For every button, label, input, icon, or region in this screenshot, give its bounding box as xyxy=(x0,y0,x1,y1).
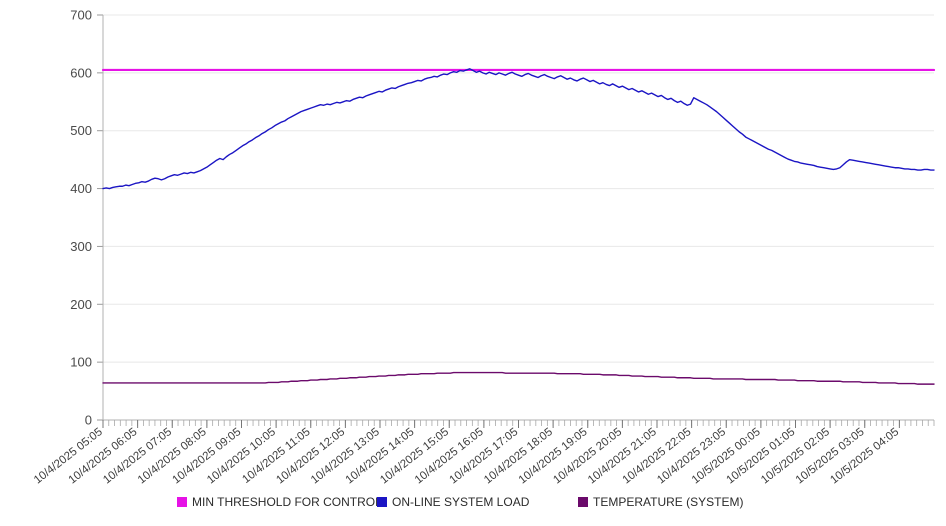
y-tick-label: 100 xyxy=(70,355,92,370)
data-series-layer xyxy=(101,68,936,385)
y-tick-label: 600 xyxy=(70,65,92,80)
y-tick-label: 500 xyxy=(70,123,92,138)
y-tick-label: 300 xyxy=(70,239,92,254)
chart-legend: MIN THRESHOLD FOR CONTROL ON-LINE SYSTEM … xyxy=(177,495,743,509)
legend-label: ON-LINE SYSTEM LOAD xyxy=(392,495,530,509)
gridlines xyxy=(103,14,934,363)
legend-swatch xyxy=(578,497,588,507)
y-tick-label: 700 xyxy=(70,8,92,23)
legend-label: MIN THRESHOLD FOR CONTROL xyxy=(192,495,382,509)
series-line xyxy=(102,68,935,190)
legend-swatch xyxy=(177,497,187,507)
y-tick-label: 400 xyxy=(70,181,92,196)
y-tick-label: 0 xyxy=(85,413,92,428)
y-axis-ticks: 0 100 200 300 400 500 600 700 xyxy=(70,8,103,428)
series-line xyxy=(102,371,935,385)
legend-swatch xyxy=(377,497,387,507)
legend-label: TEMPERATURE (SYSTEM) xyxy=(593,495,743,509)
y-tick-label: 200 xyxy=(70,297,92,312)
